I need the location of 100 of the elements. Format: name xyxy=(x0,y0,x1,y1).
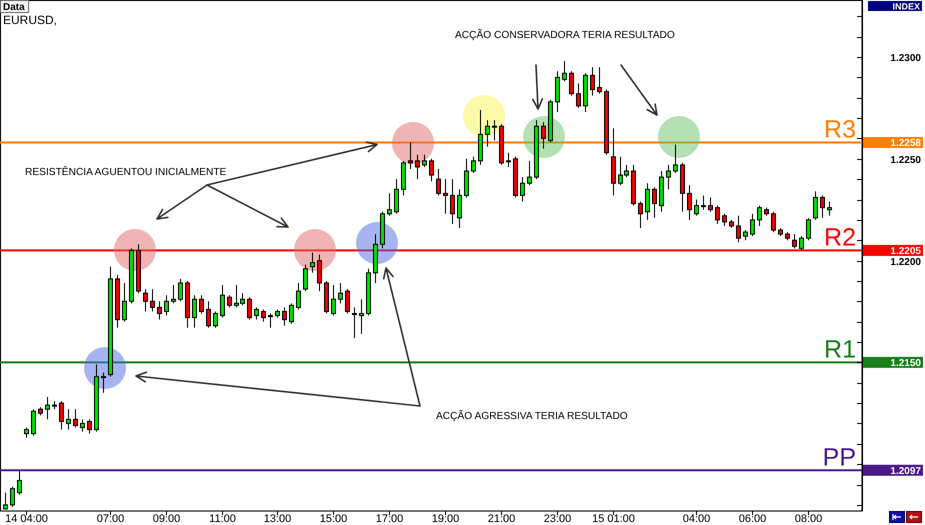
candlestick xyxy=(520,176,525,202)
candlestick xyxy=(45,396,50,420)
candlestick xyxy=(199,294,204,314)
candlestick xyxy=(443,178,448,214)
candlestick xyxy=(359,298,364,334)
candlestick xyxy=(715,205,720,224)
candlestick xyxy=(527,160,532,186)
candlestick xyxy=(261,308,266,322)
candlestick xyxy=(750,213,755,237)
candlestick xyxy=(422,154,427,168)
x-tick-label: 07:00 xyxy=(96,513,124,525)
candlestick xyxy=(73,408,78,428)
candlestick xyxy=(87,418,92,434)
candlestick xyxy=(247,296,252,320)
candlestick xyxy=(485,120,490,148)
candlestick xyxy=(296,282,301,310)
ref-line-label: R1 xyxy=(824,335,856,364)
candlestick xyxy=(192,294,197,328)
candlestick xyxy=(757,205,762,226)
x-tick-label: 17:00 xyxy=(376,513,404,525)
candlestick xyxy=(122,282,127,322)
candlestick xyxy=(31,408,36,436)
candlestick xyxy=(17,470,22,496)
y-tick-label: 1.2150 xyxy=(890,358,922,369)
candlestick xyxy=(694,199,699,216)
candlestick xyxy=(638,201,643,229)
candlestick xyxy=(597,66,602,94)
x-tick-label: 06:00 xyxy=(738,513,766,525)
ref-line-label: R2 xyxy=(824,223,856,252)
ref-line-label: R3 xyxy=(824,116,856,144)
candlestick xyxy=(701,194,706,210)
candlestick xyxy=(645,182,650,220)
candlestick xyxy=(736,215,741,243)
x-tick-label: 09:00 xyxy=(152,513,180,525)
candlestick xyxy=(492,120,497,141)
candlestick xyxy=(282,306,287,326)
candlestick xyxy=(338,282,343,304)
candlestick xyxy=(331,284,336,316)
x-tick-label: 14 04:00 xyxy=(5,513,48,525)
candlestick xyxy=(310,252,315,274)
candlestick xyxy=(157,300,162,320)
candlestick xyxy=(708,196,713,212)
candlestick xyxy=(143,288,148,312)
candlestick xyxy=(666,164,671,190)
candlestick xyxy=(101,372,106,394)
candlestick xyxy=(394,178,399,214)
x-tick-label: 15:00 xyxy=(320,513,348,525)
x-tick-label: 21:00 xyxy=(488,513,516,525)
candlestick xyxy=(303,264,308,292)
candlestick xyxy=(24,427,29,438)
candlestick xyxy=(220,284,225,318)
candlestick xyxy=(178,278,183,302)
candlestick xyxy=(799,236,804,251)
y-tick-label: 1.2097 xyxy=(890,466,922,477)
candlestick xyxy=(408,142,413,170)
candlestick xyxy=(429,158,434,182)
candlestick xyxy=(827,201,832,216)
candlestick xyxy=(722,213,727,226)
candlestick xyxy=(673,144,678,174)
y-tick-label: 1.2205 xyxy=(890,246,922,257)
candlestick xyxy=(415,154,420,180)
x-tick-label: 08:00 xyxy=(794,513,822,525)
candlestick xyxy=(457,188,462,229)
candlestick xyxy=(771,211,776,233)
y-tick-label: 1.2300 xyxy=(890,53,922,64)
annotation: RESISTÊNCIA AGUENTOU INICIALMENTE xyxy=(25,166,227,178)
y-tick-label: 1.2250 xyxy=(890,155,922,166)
x-tick-label: 13:00 xyxy=(264,513,292,525)
candlestick xyxy=(792,234,797,249)
candlestick xyxy=(506,152,511,168)
candlestick xyxy=(352,306,357,338)
candlestick xyxy=(66,408,71,430)
x-tick-label: 19:00 xyxy=(432,513,460,525)
candlestick xyxy=(590,66,595,96)
y-tick-label: 1.2200 xyxy=(890,257,922,268)
candlestick xyxy=(569,70,574,96)
candlestick xyxy=(345,288,350,314)
candlestick xyxy=(206,300,211,328)
candlestick xyxy=(541,122,546,150)
candlestick xyxy=(254,306,259,320)
candlestick xyxy=(820,194,825,218)
candlestick xyxy=(562,60,567,82)
ref-line-label: PP xyxy=(822,443,856,472)
candlestick xyxy=(213,310,218,328)
y-axis-title: INDEX xyxy=(892,2,920,12)
annotation: Data xyxy=(3,2,26,13)
candlestick xyxy=(171,284,176,304)
candlestick xyxy=(59,400,64,430)
text: EURUSD, xyxy=(3,13,58,27)
candlestick xyxy=(387,192,392,216)
candlestick xyxy=(10,486,15,508)
candlestick xyxy=(164,294,169,316)
candlestick xyxy=(227,294,232,308)
annotation: ACÇÃO AGRESSIVA TERIA RESULTADO xyxy=(436,410,628,422)
candlestick xyxy=(806,217,811,241)
candlestick xyxy=(289,302,294,324)
x-tick-label: 15 01:00 xyxy=(592,513,635,525)
x-tick-label: 04:00 xyxy=(682,513,710,525)
candlestick xyxy=(471,156,476,174)
candlestick xyxy=(576,82,581,108)
